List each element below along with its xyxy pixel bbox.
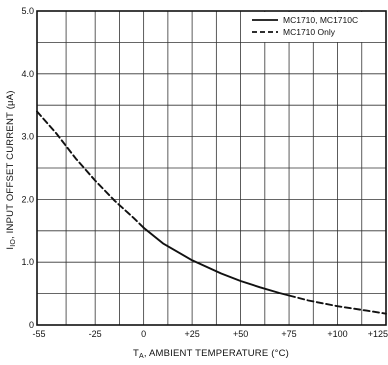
series-line-mc1710-only: [288, 294, 387, 315]
legend-entry-mc1710-mc1710c: MC1710, MC1710C: [283, 15, 358, 25]
x-tick-label: -55: [32, 329, 45, 339]
series-line-mc1710-mc1710c: [142, 226, 291, 297]
y-tick-label: 3.0: [21, 132, 34, 142]
y-tick-label: 5.0: [21, 6, 34, 16]
x-tick-label: +25: [184, 329, 199, 339]
y-tick-label: 4.0: [21, 69, 34, 79]
x-tick-label: +50: [233, 329, 248, 339]
x-tick-label: +75: [281, 329, 296, 339]
y-axis-label: IIO, INPUT OFFSET CURRENT (μA): [5, 90, 17, 249]
y-tick-label: 1.0: [21, 257, 34, 267]
x-axis-label: TA, AMBIENT TEMPERATURE (°C): [133, 348, 289, 360]
y-tick-label: 2.0: [21, 194, 34, 204]
legend-box: [247, 12, 385, 42]
legend: MC1710, MC1710C MC1710 Only: [247, 12, 385, 42]
x-tick-label: +125: [368, 329, 388, 339]
data-series: [36, 110, 387, 315]
grid-lines: [36, 10, 387, 326]
x-tick-label: 0: [141, 329, 146, 339]
x-tick-label: +100: [327, 329, 347, 339]
plot-frame: [36, 10, 387, 326]
legend-entry-mc1710-only: MC1710 Only: [283, 27, 336, 37]
series-line-mc1710-only: [36, 110, 145, 229]
tick-labels: -55 -25 0 +25 +50 +75 +100 +125 0 1.0 2.0 3.0 4.0 5.0: [21, 6, 388, 339]
y-tick-label: 0: [29, 320, 34, 330]
x-tick-label: -25: [89, 329, 102, 339]
